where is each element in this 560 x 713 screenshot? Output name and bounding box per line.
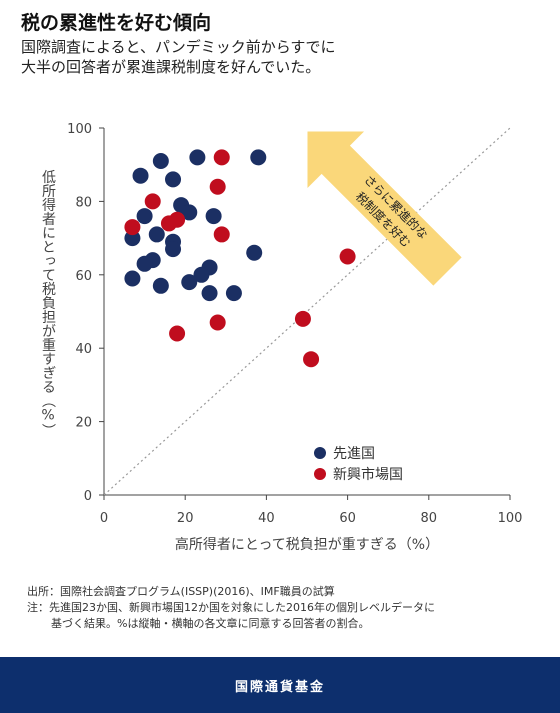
point-advanced [189,149,206,166]
point-emerging [303,351,320,368]
footer-label: 国際通貨基金 [234,679,325,695]
y-tick-label: 100 [67,122,92,137]
x-tick-label: 60 [339,511,356,526]
legend-label: 先進国 [333,446,375,462]
diagonal-line [103,127,511,496]
point-advanced [181,204,198,221]
x-axis-label: 高所得者にとって税負担が重すぎる（%） [175,536,439,553]
point-advanced [225,285,242,302]
x-tick-label: 80 [421,511,438,526]
x-tick-label: 0 [100,511,108,526]
x-tick-label: 100 [498,511,523,526]
legend-marker [314,447,326,459]
chart-subtitle: 国際調査によると、パンデミック前からすでに 大半の回答者が累進課税制度を好んでい… [21,37,541,77]
chart-axes: 0 20 40 60 80 100 0 20 40 60 80 100 高所得者にとって税負担が重すぎる… [40,122,522,553]
y-tick-label: 20 [75,416,92,431]
point-emerging [213,226,230,243]
point-advanced [148,226,165,243]
notes: 出所：国際社会調査プログラム(ISSP)(2016)、IMF職員の試算 注：先進… [27,584,547,632]
point-advanced [181,274,198,291]
point-emerging [294,310,311,327]
point-advanced [193,266,210,283]
point-emerging [169,325,186,342]
chart-points [124,149,356,368]
point-emerging [213,149,230,166]
source-note: 出所：国際社会調査プログラム(ISSP)(2016)、IMF職員の試算 [27,585,335,598]
footer-bar: 国際通貨基金 [0,657,560,713]
legend-marker [314,468,326,480]
footnote-line-2: 基づく結果。%は縦軸・横軸の各文章に同意する回答者の割合。 [51,617,370,630]
point-advanced [124,230,141,247]
y-tick-label: 60 [75,269,92,284]
point-advanced [165,241,182,258]
point-advanced [136,255,153,272]
y-tick-label: 0 [84,489,92,504]
y-axis-label: 低所得者にとって税負担が重すぎる（%） [40,170,56,438]
footnote-line-1: 注：先進国23か国、新興市場国12か国を対象にした2016年の個別レベルデータに [27,601,435,614]
point-advanced [246,244,263,261]
point-advanced [124,270,141,287]
point-advanced [132,167,149,184]
point-advanced [205,208,222,225]
point-advanced [152,153,169,170]
arrow-shape [307,131,462,286]
point-advanced [136,208,153,225]
subtitle-line-1: 国際調査によると、パンデミック前からすでに [21,38,336,56]
point-advanced [201,285,218,302]
x-tick-label: 20 [177,511,194,526]
point-emerging [339,248,356,265]
subtitle-line-2: 大半の回答者が累進課税制度を好んでいた。 [21,58,321,76]
point-emerging [124,219,141,236]
point-advanced [152,277,169,294]
scatter-chart: 0 20 40 60 80 100 0 20 40 60 80 100 高所得者にとって税負担が重すぎる… [40,122,522,553]
chart-title: 税の累進性を好む傾向 [21,12,212,34]
x-tick-label: 40 [258,511,275,526]
point-emerging [144,193,161,210]
point-emerging [209,178,226,195]
y-tick-label: 40 [75,342,92,357]
y-tick-label: 80 [75,195,92,210]
point-advanced [250,149,267,166]
legend-label: 新興市場国 [333,466,403,483]
point-advanced [165,171,182,188]
point-emerging [160,215,177,232]
point-emerging [209,314,226,331]
